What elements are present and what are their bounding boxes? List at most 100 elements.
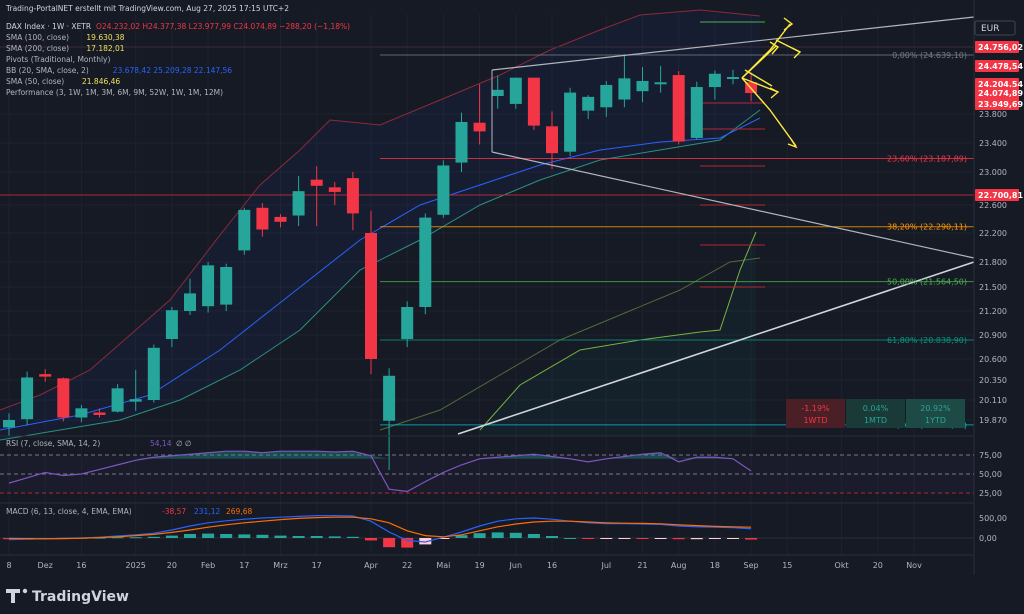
price-label-box	[975, 189, 1019, 201]
candle-body[interactable]	[75, 408, 88, 418]
macd-histogram-bar	[654, 538, 667, 539]
indicator-label[interactable]: SMA (50, close)	[6, 77, 64, 86]
candle-body[interactable]	[220, 267, 233, 305]
price-tick-label: 23.400	[979, 139, 1007, 148]
macd-histogram-bar	[274, 535, 287, 538]
candle-body[interactable]	[238, 209, 251, 251]
projection-arrows[interactable]	[741, 17, 802, 149]
candle-body[interactable]	[346, 178, 359, 214]
indicator-label[interactable]: SMA (100, close)	[6, 33, 69, 42]
candlestick-series[interactable]	[3, 54, 758, 470]
time-tick-label: Sep	[744, 561, 759, 570]
candle-body[interactable]	[727, 77, 739, 80]
tradingview-logo[interactable]: TradingView	[6, 588, 129, 605]
price-tick-label: 20.350	[979, 376, 1007, 385]
projection-arrow[interactable]	[744, 69, 773, 87]
candle-body[interactable]	[473, 122, 486, 132]
candle-body[interactable]	[564, 92, 577, 152]
sma50-line	[379, 257, 761, 431]
candle-body[interactable]	[292, 191, 305, 216]
rsi-tick-label: 75,00	[979, 451, 1002, 460]
ohlc-values: O24.232,02 H24.377,38 L23.977,99 C24.074…	[96, 22, 350, 31]
macd-histogram-bar	[346, 536, 359, 538]
price-axis[interactable]: 23.800 23.400 23.000 22.600 22.200 21.800 21.5…	[979, 110, 1007, 543]
candle-body[interactable]	[129, 399, 142, 402]
candle-body[interactable]	[57, 378, 70, 418]
trendlines[interactable]	[457, 16, 975, 435]
projection-arrow[interactable]	[741, 77, 797, 147]
macd-label[interactable]: MACD (6, 13, close, 4, EMA, EMA)	[6, 507, 132, 516]
candle-body[interactable]	[582, 96, 595, 111]
candle-body[interactable]	[708, 73, 721, 88]
candle-body[interactable]	[654, 82, 667, 85]
time-tick-label: Dez	[38, 561, 53, 570]
candle-body[interactable]	[455, 121, 468, 163]
candle-body[interactable]	[690, 87, 703, 138]
candle-body[interactable]	[383, 375, 396, 421]
candle-body[interactable]	[491, 89, 504, 96]
candle-body[interactable]	[111, 388, 124, 412]
indicator-legend: SMA (100, close) 19.630,38 SMA (200, close…	[6, 33, 232, 97]
candle-body[interactable]	[365, 233, 377, 359]
indicator-label[interactable]: Pivots (Traditional, Monthly)	[6, 55, 110, 64]
macd-pane[interactable]: MACD (6, 13, close, 4, EMA, EMA) -38,57 23…	[0, 507, 974, 548]
candle-body[interactable]	[437, 165, 450, 215]
candle-body[interactable]	[21, 377, 34, 420]
macd-histogram-bar	[600, 538, 613, 539]
wedge-upper-line[interactable]	[491, 16, 975, 71]
currency-label[interactable]: EUR	[981, 24, 1000, 34]
candle-body[interactable]	[509, 77, 522, 104]
candle-body[interactable]	[401, 307, 414, 339]
time-tick-label: 17	[312, 561, 322, 570]
projection-arrowhead	[791, 47, 802, 59]
candle-body[interactable]	[328, 187, 341, 192]
candle-body[interactable]	[202, 265, 215, 307]
price-tick-label: 20.600	[979, 355, 1007, 364]
time-tick-label: Feb	[201, 561, 215, 570]
projection-arrow[interactable]	[741, 45, 777, 79]
macd-histogram-bar	[147, 536, 160, 538]
footer-bar	[0, 576, 1024, 614]
candle-body[interactable]	[636, 80, 649, 92]
time-tick-label: Okt	[835, 561, 849, 570]
symbol-title[interactable]: DAX Index · 1W · XETR	[6, 22, 91, 31]
indicator-value: 23.678,42 25.209,28 22.147,56	[113, 66, 233, 75]
candle-body[interactable]	[419, 217, 432, 307]
wedge-lower-line[interactable]	[491, 151, 975, 259]
candle-body[interactable]	[527, 77, 540, 126]
candle-body[interactable]	[256, 207, 269, 230]
candle-body[interactable]	[39, 374, 52, 377]
candle-body[interactable]	[672, 75, 685, 142]
price-label-box	[975, 98, 1019, 110]
rsi-pane[interactable]: RSI (7, close, SMA, 14, 2) 54,14 ∅ ∅	[0, 439, 974, 494]
macd-histogram-bar	[473, 533, 486, 538]
rsi-line[interactable]	[8, 450, 752, 493]
candle-body[interactable]	[546, 126, 558, 154]
currency-box[interactable]	[974, 20, 1016, 36]
indicator-label[interactable]: SMA (200, close)	[6, 44, 69, 53]
macd-histogram-bar	[365, 538, 377, 541]
time-axis[interactable]: 8 Dez 16 2025 20 Feb 17 Mrz 17 Apr 22 Mai 19 Jun 16 Jul…	[6, 561, 922, 570]
macd-histogram-bar	[165, 535, 178, 538]
indicator-label[interactable]: Performance (3, 1W, 1M, 3M, 6M, 9M, 52W,…	[6, 88, 223, 97]
bollinger-lower	[0, 109, 761, 441]
candle-body[interactable]	[3, 420, 15, 428]
tradingview-logo-dot	[22, 588, 28, 594]
macd-signal-line[interactable]	[8, 516, 752, 540]
candle-body[interactable]	[310, 179, 323, 186]
candle-body[interactable]	[184, 293, 196, 311]
candle-body[interactable]	[600, 84, 613, 108]
price-tick-label: 22.200	[979, 229, 1007, 238]
rsi-label[interactable]: RSI (7, close, SMA, 14, 2)	[6, 439, 100, 448]
time-tick-label: 16	[547, 561, 557, 570]
support-trendline[interactable]	[457, 261, 975, 435]
candle-body[interactable]	[618, 78, 631, 100]
macd-histogram-bar	[727, 538, 739, 539]
candle-body[interactable]	[165, 310, 178, 339]
indicator-label[interactable]: BB (20, SMA, close, 2)	[6, 66, 89, 75]
candle-body[interactable]	[147, 347, 160, 400]
macd-histogram-bar	[419, 538, 432, 545]
candle-body[interactable]	[274, 216, 287, 222]
candle-body[interactable]	[93, 412, 106, 416]
